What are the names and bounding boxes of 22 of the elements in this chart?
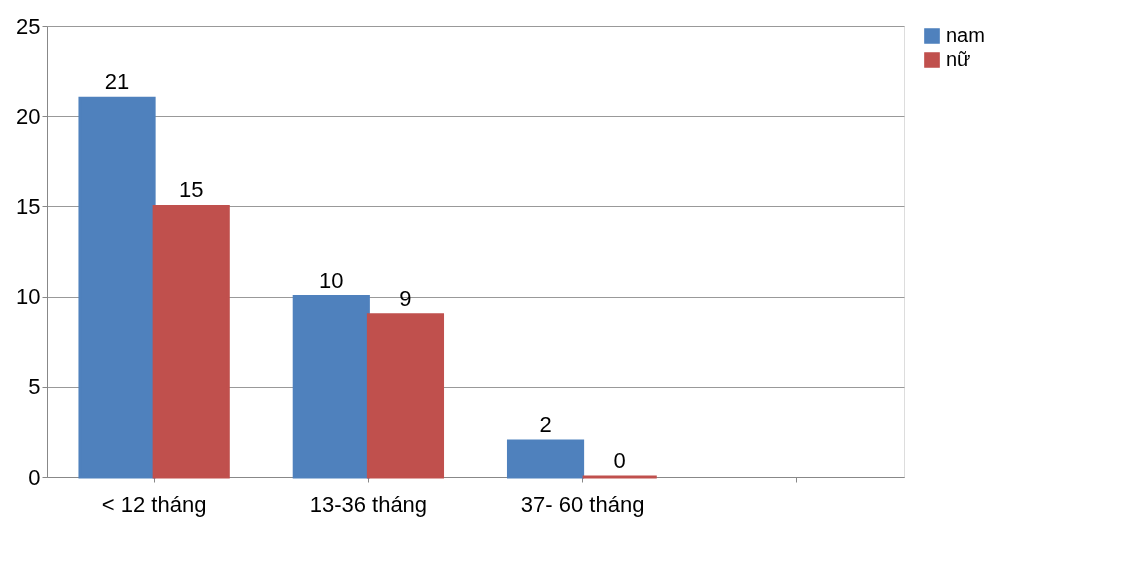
data-label: 2	[539, 411, 552, 437]
legend-label: nam	[946, 24, 985, 46]
bar	[366, 313, 445, 479]
y-tick-label: 20	[16, 103, 41, 129]
data-label: 15	[178, 177, 204, 203]
y-tick-label: 5	[28, 374, 41, 400]
bar	[506, 439, 585, 479]
data-label: 0	[613, 448, 626, 473]
data-label: 21	[104, 69, 130, 95]
x-tick-label: < 12 tháng	[101, 491, 207, 517]
bar	[152, 204, 230, 479]
x-tick-label: 37- 60 tháng	[520, 491, 645, 517]
y-tick-label: 10	[16, 284, 41, 310]
legend-label: nữ	[946, 48, 971, 70]
y-tick-label: 25	[16, 13, 41, 39]
data-label: 10	[319, 267, 344, 293]
bar	[292, 295, 370, 479]
x-tick-label: 13-36 tháng	[309, 491, 428, 517]
y-tick-label: 0	[28, 464, 41, 490]
data-label: 9	[399, 285, 412, 311]
bar	[78, 96, 156, 479]
y-tick-label: 15	[16, 193, 41, 219]
